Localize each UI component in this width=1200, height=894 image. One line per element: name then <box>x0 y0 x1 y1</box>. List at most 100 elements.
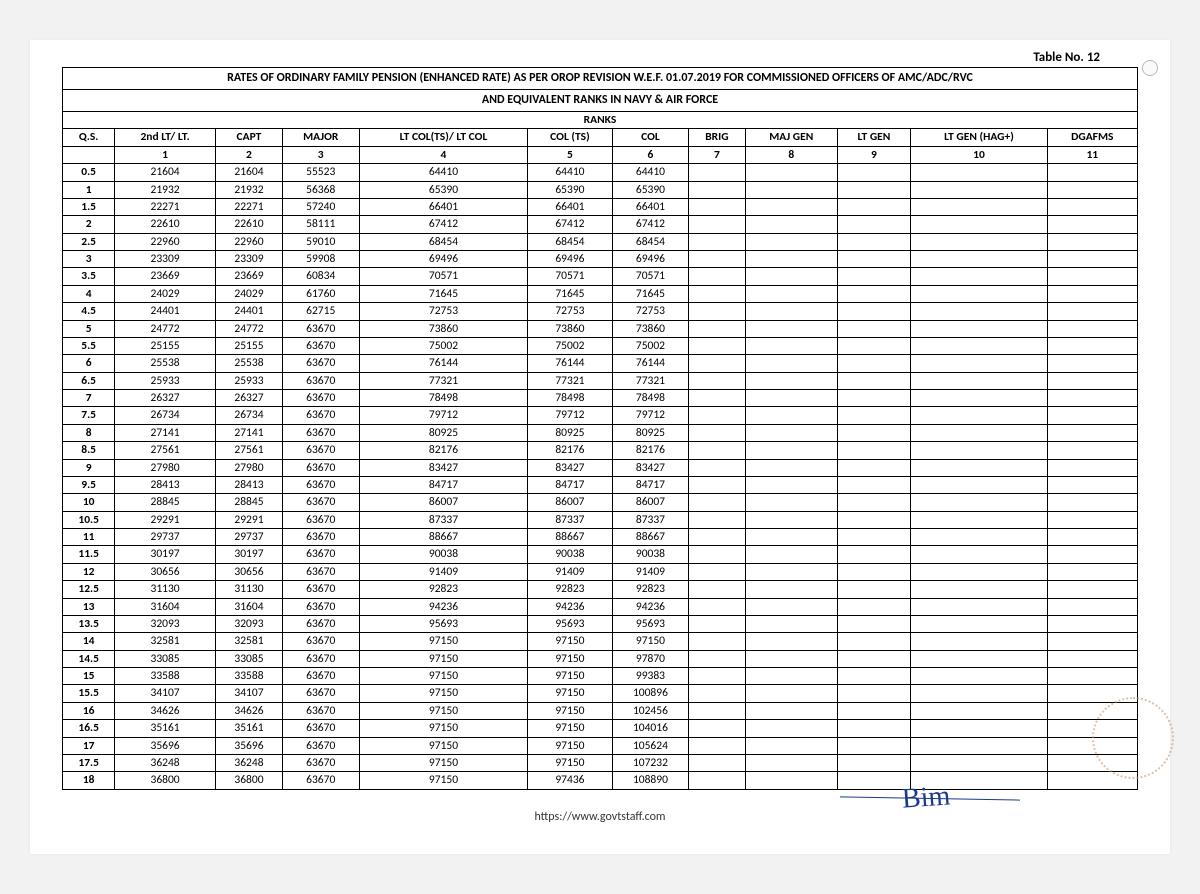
cell-value <box>910 216 1047 233</box>
table-row: 9.5284132841363670847178471784717 <box>63 476 1137 493</box>
cell-value <box>838 198 911 215</box>
cell-value <box>745 615 838 632</box>
cell-value: 27141 <box>114 424 215 441</box>
cell-qs: 10 <box>63 494 114 511</box>
cell-value: 97150 <box>528 737 612 754</box>
cell-value: 102456 <box>612 702 689 719</box>
cell-value <box>1048 633 1138 650</box>
cell-value: 63670 <box>282 407 359 424</box>
cell-value: 27980 <box>114 459 215 476</box>
cell-value: 63670 <box>282 390 359 407</box>
table-row: 7.5267342673463670797127971279712 <box>63 407 1137 424</box>
cell-value: 94236 <box>359 598 527 615</box>
cell-value: 97150 <box>359 668 527 685</box>
cell-value: 63670 <box>282 494 359 511</box>
cell-qs: 5 <box>63 320 114 337</box>
cell-value <box>689 198 745 215</box>
cell-value: 28845 <box>114 494 215 511</box>
cell-value <box>910 233 1047 250</box>
cell-qs: 15.5 <box>63 685 114 702</box>
cell-qs: 18 <box>63 772 114 789</box>
cell-value <box>838 164 911 181</box>
col-num-4: 4 <box>359 146 527 163</box>
table-row: 17.53624836248636709715097150107232 <box>63 754 1137 771</box>
cell-value: 63670 <box>282 459 359 476</box>
cell-value: 79712 <box>359 407 527 424</box>
cell-value: 25933 <box>216 372 282 389</box>
cell-value: 69496 <box>359 251 527 268</box>
cell-value <box>689 581 745 598</box>
cell-value: 75002 <box>528 337 612 354</box>
cell-value: 63670 <box>282 442 359 459</box>
cell-value: 26327 <box>216 390 282 407</box>
cell-qs: 10.5 <box>63 511 114 528</box>
cell-value <box>745 251 838 268</box>
cell-value: 97150 <box>612 633 689 650</box>
cell-value: 36800 <box>216 772 282 789</box>
cell-value: 77321 <box>612 372 689 389</box>
cell-value: 73860 <box>359 320 527 337</box>
cell-value <box>1048 390 1138 407</box>
table-row: 10288452884563670860078600786007 <box>63 494 1137 511</box>
cell-value: 31604 <box>216 598 282 615</box>
cell-value: 30197 <box>216 546 282 563</box>
cell-value <box>1048 285 1138 302</box>
cell-value <box>910 529 1047 546</box>
cell-value: 22610 <box>216 216 282 233</box>
cell-value: 60834 <box>282 268 359 285</box>
cell-value: 29737 <box>114 529 215 546</box>
col-num-5: 5 <box>528 146 612 163</box>
cell-value: 97150 <box>359 633 527 650</box>
cell-value <box>689 685 745 702</box>
table-row: 173569635696636709715097150105624 <box>63 737 1137 754</box>
cell-value: 22960 <box>114 233 215 250</box>
cell-value <box>838 772 911 789</box>
table-row: 12306563065663670914099140991409 <box>63 563 1137 580</box>
cell-value: 36248 <box>114 754 215 771</box>
cell-value <box>745 668 838 685</box>
cell-value <box>838 442 911 459</box>
cell-value <box>838 390 911 407</box>
cell-value: 21604 <box>114 164 215 181</box>
cell-value: 90038 <box>528 546 612 563</box>
cell-value <box>689 754 745 771</box>
cell-value: 82176 <box>528 442 612 459</box>
cell-qs: 12.5 <box>63 581 114 598</box>
cell-value <box>838 720 911 737</box>
cell-value: 24029 <box>114 285 215 302</box>
cell-value <box>910 285 1047 302</box>
cell-value: 69496 <box>612 251 689 268</box>
cell-value: 97150 <box>528 720 612 737</box>
cell-qs: 2.5 <box>63 233 114 250</box>
cell-value: 73860 <box>528 320 612 337</box>
title-row-2: AND EQUIVALENT RANKS IN NAVY & AIR FORCE <box>63 90 1137 112</box>
cell-value <box>689 615 745 632</box>
cell-value <box>689 633 745 650</box>
cell-value: 92823 <box>528 581 612 598</box>
cell-value: 66401 <box>528 198 612 215</box>
cell-qs: 16 <box>63 702 114 719</box>
table-row: 6255382553863670761447614476144 <box>63 355 1137 372</box>
cell-value <box>838 285 911 302</box>
cell-value <box>689 181 745 198</box>
cell-value <box>838 546 911 563</box>
footer-url: https://www.govtstaff.com <box>40 810 1160 824</box>
col-num-10: 10 <box>910 146 1047 163</box>
cell-value: 63670 <box>282 320 359 337</box>
cell-value <box>838 407 911 424</box>
cell-qs: 8.5 <box>63 442 114 459</box>
table-row: 4.5244012440162715727537275372753 <box>63 303 1137 320</box>
cell-value: 65390 <box>612 181 689 198</box>
cell-value <box>910 303 1047 320</box>
cell-value: 63670 <box>282 650 359 667</box>
signature: Bim <box>901 780 951 815</box>
cell-value: 91409 <box>612 563 689 580</box>
table-row: 163462634626636709715097150102456 <box>63 702 1137 719</box>
cell-value <box>689 598 745 615</box>
cell-value: 64410 <box>612 164 689 181</box>
cell-value: 71645 <box>359 285 527 302</box>
header-c10: LT GEN (HAG+) <box>910 129 1047 146</box>
cell-value <box>1048 181 1138 198</box>
cell-value: 24401 <box>216 303 282 320</box>
cell-value: 66401 <box>359 198 527 215</box>
